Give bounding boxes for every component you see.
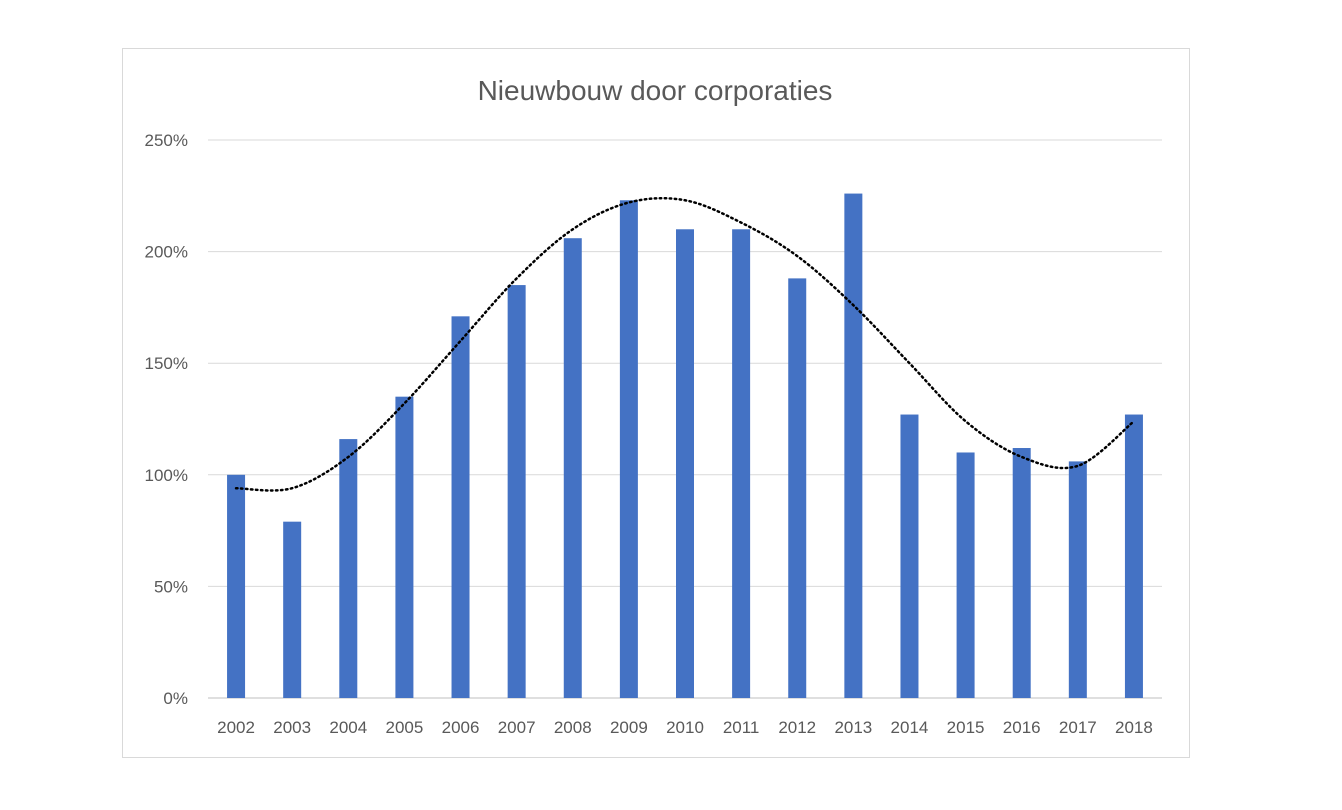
bar-2012: [788, 278, 807, 698]
bar-2007: [507, 285, 526, 698]
bar-2017: [1068, 461, 1087, 698]
x-tick-label: 2005: [385, 718, 423, 737]
y-tick-label: 200%: [145, 243, 188, 262]
x-tick-label: 2003: [273, 718, 311, 737]
bar-2018: [1124, 414, 1143, 698]
bar-2010: [676, 229, 694, 698]
y-tick-label: 0%: [163, 689, 188, 708]
x-tick-label: 2018: [1115, 718, 1153, 737]
bar-2006: [451, 316, 470, 698]
bar-2013: [844, 193, 863, 698]
bar-2004: [339, 439, 358, 698]
x-tick-label: 2007: [498, 718, 536, 737]
bar-2015: [956, 452, 975, 698]
trendline: [234, 196, 1136, 492]
y-axis-ticks: 0% 50% 100% 150% 200% 250%: [145, 131, 188, 708]
y-tick-label: 150%: [145, 354, 188, 373]
x-tick-label: 2011: [723, 718, 760, 737]
x-tick-label: 2009: [610, 718, 648, 737]
bar-2002: [227, 474, 246, 698]
y-tick-label: 50%: [154, 577, 188, 596]
x-tick-label: 2008: [554, 718, 592, 737]
bar-2003: [283, 521, 302, 698]
x-tick-label: 2015: [947, 718, 985, 737]
bar-2014: [900, 414, 919, 698]
bar-2009: [619, 200, 638, 698]
x-tick-label: 2016: [1003, 718, 1041, 737]
x-tick-label: 2017: [1059, 718, 1097, 737]
x-tick-label: 2014: [891, 718, 929, 737]
x-tick-label: 2004: [329, 718, 367, 737]
x-tick-label: 2006: [442, 718, 480, 737]
bar-2005: [395, 396, 414, 698]
x-tick-label: 2010: [666, 718, 704, 737]
bars: [227, 193, 1143, 698]
y-tick-label: 250%: [145, 131, 188, 150]
bar-2008: [563, 238, 582, 698]
x-axis-ticks: 2002 2003 2004 2005 2006 2007 2008 2009 2010 2011…: [217, 718, 1153, 737]
x-tick-label: 2013: [834, 718, 872, 737]
bar-2011: [732, 229, 751, 698]
x-tick-label: 2002: [217, 718, 255, 737]
y-tick-label: 100%: [145, 466, 188, 485]
x-tick-label: 2012: [778, 718, 816, 737]
chart-title: Nieuwbouw door corporaties: [478, 75, 833, 106]
bar-2016: [1012, 448, 1031, 698]
